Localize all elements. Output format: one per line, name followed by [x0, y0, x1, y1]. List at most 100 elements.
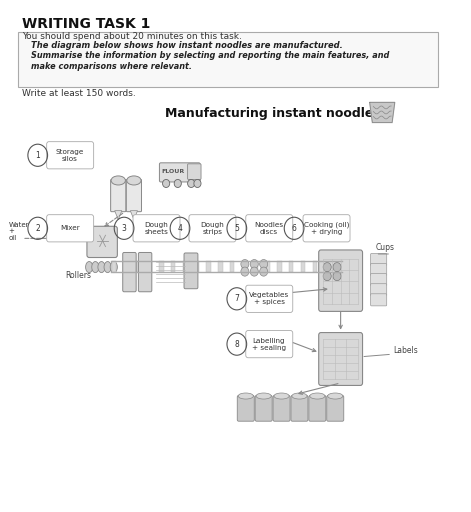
Text: Noodles
discs: Noodles discs [254, 222, 284, 235]
FancyBboxPatch shape [246, 215, 293, 242]
Bar [277, 261, 282, 271]
Bar [195, 261, 199, 271]
Bar [325, 261, 329, 271]
Text: Vegetables
+ spices: Vegetables + spices [249, 292, 289, 305]
Text: Summarise the information by selecting and reporting the main features, and
make: Summarise the information by selecting a… [31, 51, 390, 72]
Ellipse shape [110, 262, 117, 272]
FancyBboxPatch shape [273, 395, 290, 421]
Bar [265, 261, 270, 271]
FancyBboxPatch shape [371, 273, 387, 286]
FancyBboxPatch shape [255, 395, 272, 421]
Ellipse shape [86, 262, 93, 272]
FancyBboxPatch shape [47, 215, 94, 242]
Polygon shape [370, 102, 395, 122]
Bar [230, 261, 235, 271]
FancyBboxPatch shape [246, 285, 293, 312]
Text: WRITING TASK 1: WRITING TASK 1 [22, 17, 150, 31]
Text: The diagram below shows how instant noodles are manufactured.: The diagram below shows how instant nood… [31, 41, 343, 50]
FancyBboxPatch shape [371, 294, 387, 306]
Ellipse shape [111, 176, 125, 185]
FancyBboxPatch shape [319, 333, 363, 386]
Text: 1: 1 [35, 151, 40, 160]
FancyBboxPatch shape [133, 215, 180, 242]
Ellipse shape [238, 393, 253, 399]
Bar [289, 261, 293, 271]
Circle shape [162, 179, 170, 187]
Text: 2: 2 [35, 224, 40, 233]
FancyBboxPatch shape [111, 179, 126, 211]
Bar [159, 261, 163, 271]
Ellipse shape [92, 262, 99, 272]
Text: 7: 7 [235, 294, 239, 303]
FancyBboxPatch shape [246, 331, 293, 358]
Bar [313, 261, 317, 271]
Bar [147, 261, 152, 271]
Text: Cooking (oil)
+ drying: Cooking (oil) + drying [304, 222, 349, 235]
Text: 4: 4 [178, 224, 182, 233]
FancyBboxPatch shape [17, 32, 438, 87]
Text: Labels: Labels [393, 346, 418, 355]
Circle shape [250, 260, 258, 269]
Text: Manufacturing instant noodles: Manufacturing instant noodles [165, 107, 381, 120]
Ellipse shape [310, 393, 325, 399]
Circle shape [187, 179, 195, 187]
Bar [336, 261, 341, 271]
FancyBboxPatch shape [303, 215, 350, 242]
Ellipse shape [274, 393, 289, 399]
Ellipse shape [98, 262, 105, 272]
FancyBboxPatch shape [327, 395, 344, 421]
Circle shape [241, 267, 249, 276]
Text: Dough
sheets: Dough sheets [144, 222, 168, 235]
FancyBboxPatch shape [159, 163, 200, 182]
FancyBboxPatch shape [309, 395, 326, 421]
Bar [124, 261, 128, 271]
Text: Water
+
oil: Water + oil [8, 222, 29, 241]
Bar [206, 261, 211, 271]
FancyBboxPatch shape [123, 252, 136, 292]
FancyBboxPatch shape [319, 250, 363, 311]
FancyBboxPatch shape [184, 253, 198, 289]
Circle shape [194, 179, 201, 187]
FancyBboxPatch shape [291, 395, 308, 421]
Circle shape [323, 263, 331, 271]
Ellipse shape [256, 393, 271, 399]
Ellipse shape [328, 393, 343, 399]
Text: 3: 3 [122, 224, 127, 233]
Circle shape [333, 263, 341, 271]
Text: 5: 5 [235, 224, 239, 233]
Ellipse shape [292, 393, 307, 399]
Text: 8: 8 [235, 339, 239, 349]
Text: Mixer: Mixer [60, 225, 80, 231]
Text: FLOUR: FLOUR [162, 169, 185, 175]
Ellipse shape [127, 176, 141, 185]
FancyBboxPatch shape [371, 253, 387, 266]
FancyBboxPatch shape [126, 179, 141, 211]
Bar [242, 261, 246, 271]
FancyBboxPatch shape [237, 395, 254, 421]
Text: Write at least 150 words.: Write at least 150 words. [22, 89, 136, 98]
Text: Labelling
+ sealing: Labelling + sealing [252, 337, 286, 351]
Text: Storage
silos: Storage silos [56, 149, 84, 162]
FancyBboxPatch shape [47, 142, 94, 169]
Circle shape [333, 271, 341, 281]
FancyBboxPatch shape [371, 284, 387, 296]
Bar [171, 261, 176, 271]
Bar [218, 261, 223, 271]
Circle shape [174, 179, 181, 187]
Circle shape [260, 260, 268, 269]
Ellipse shape [104, 262, 111, 272]
Text: You should spend about 20 minutes on this task.: You should spend about 20 minutes on thi… [22, 32, 242, 41]
Circle shape [323, 271, 331, 281]
Polygon shape [130, 210, 138, 220]
Circle shape [241, 260, 249, 269]
FancyBboxPatch shape [187, 164, 201, 179]
FancyBboxPatch shape [189, 215, 236, 242]
Text: Cups: Cups [376, 243, 395, 252]
Circle shape [250, 267, 258, 276]
FancyBboxPatch shape [138, 252, 152, 292]
Polygon shape [114, 210, 122, 220]
Bar [183, 261, 187, 271]
Bar [253, 261, 258, 271]
Bar [112, 261, 116, 271]
Text: 6: 6 [292, 224, 297, 233]
